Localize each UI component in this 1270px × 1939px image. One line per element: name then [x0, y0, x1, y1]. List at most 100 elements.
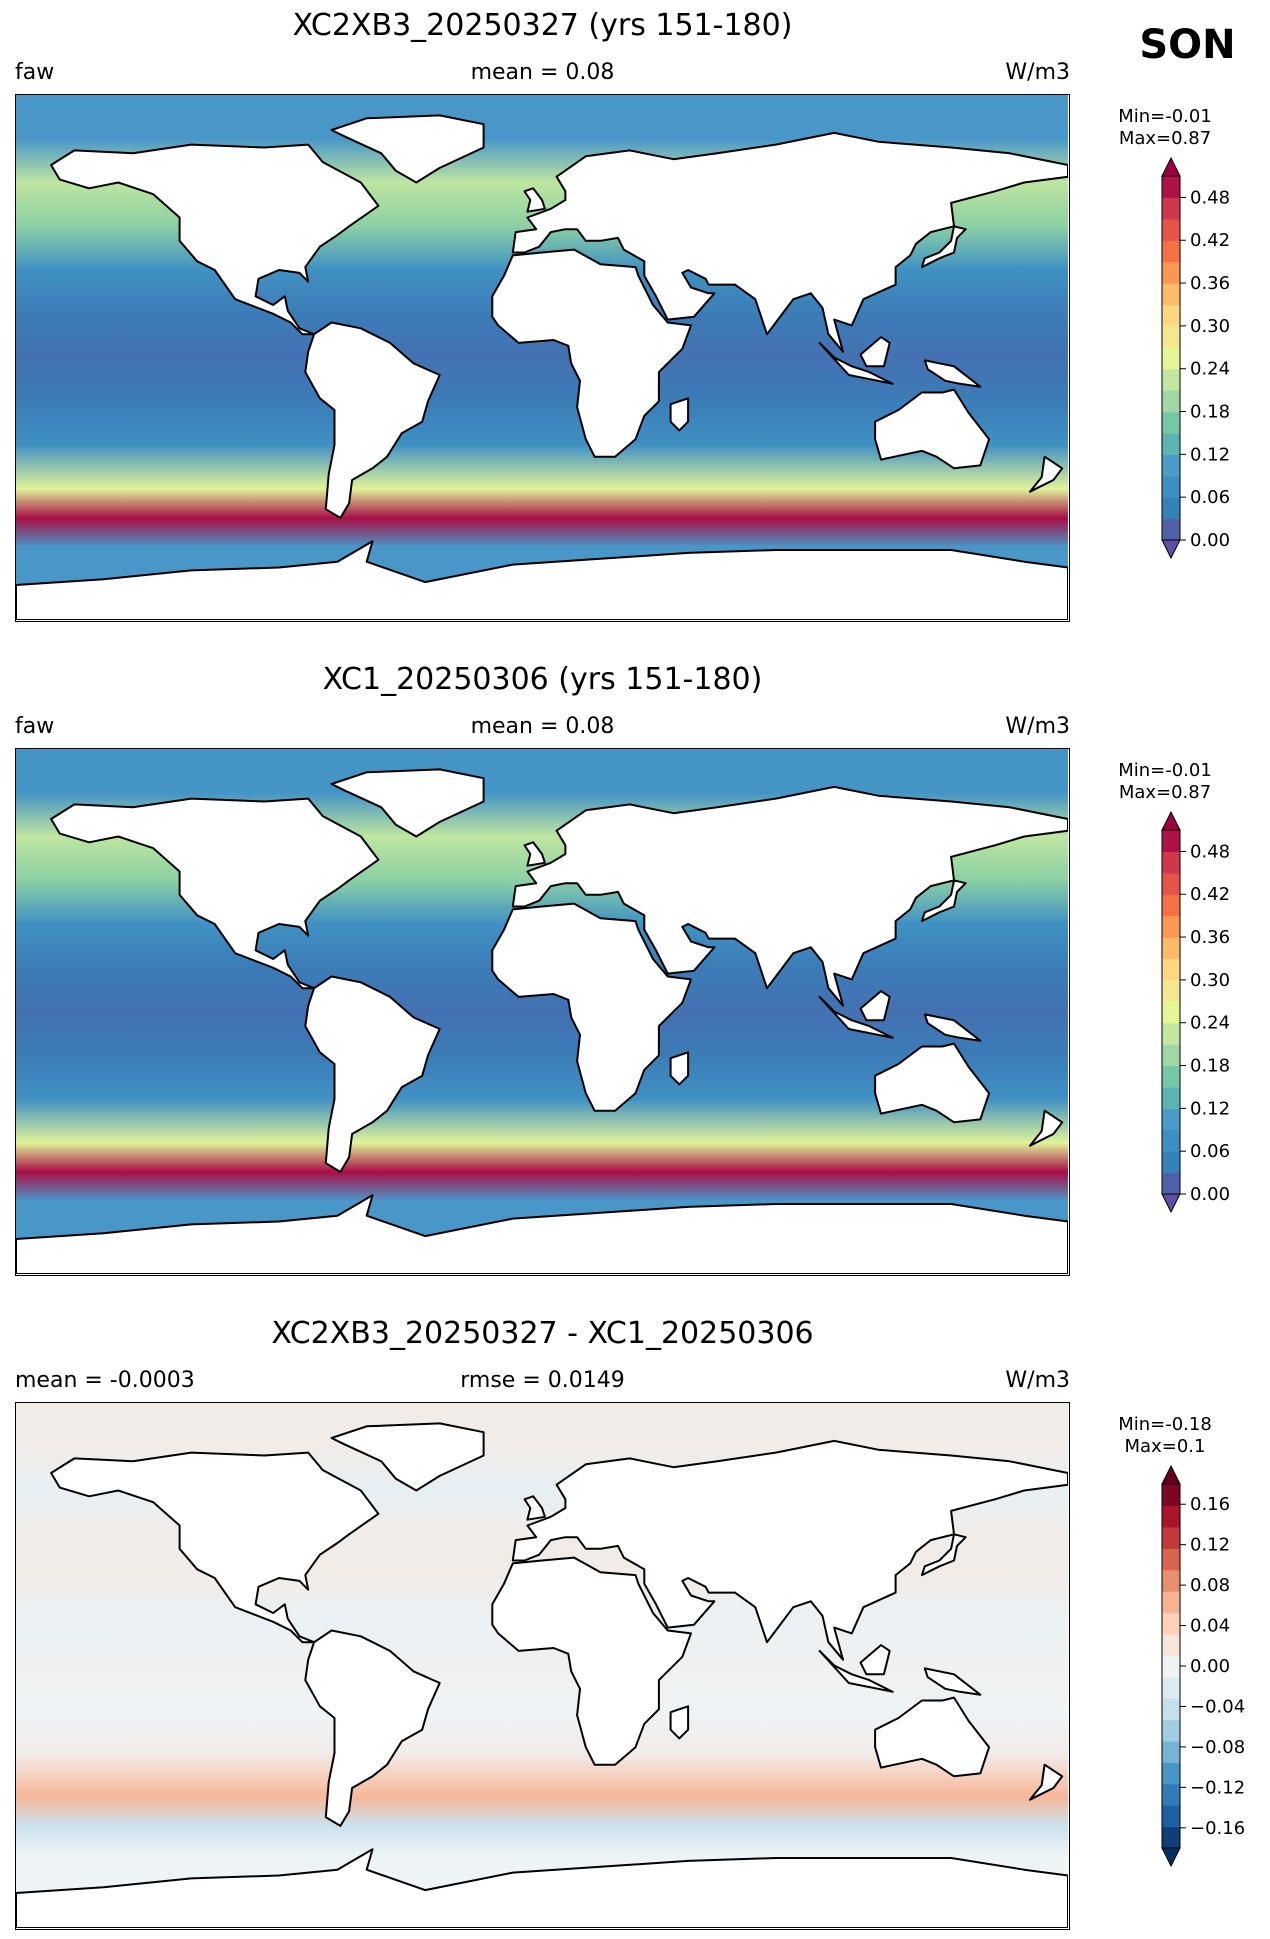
colorbar-segment-9 — [1162, 325, 1180, 348]
colorbar-segment-1 — [1162, 1151, 1180, 1174]
land-great-britain — [523, 841, 546, 867]
colorbar-segment-2 — [1162, 1129, 1180, 1152]
colorbar-tick-label-2: 0.12 — [1190, 444, 1230, 465]
land-south-america — [304, 975, 441, 1173]
colorbar-segment-8 — [1162, 1655, 1180, 1678]
land-greenland — [330, 768, 485, 838]
land-africa — [491, 1556, 692, 1766]
colorbar-segment-8 — [1162, 347, 1180, 370]
colorbar-segment-10 — [1162, 1612, 1180, 1635]
colorbar-segment-11 — [1162, 1591, 1180, 1614]
colorbar-tick-label-6: 0.08 — [1190, 1575, 1230, 1596]
colorbar-segment-16 — [1162, 1484, 1180, 1507]
panel-1-map — [15, 94, 1070, 622]
panel-1-minmax: Min=-0.01 Max=0.87 — [1095, 106, 1235, 150]
colorbar-segment-7 — [1162, 368, 1180, 391]
colorbar-segment-10 — [1162, 304, 1180, 327]
land-south-america — [304, 1629, 441, 1827]
land-new-guinea — [923, 359, 982, 388]
colorbar-tick-label-6: 0.36 — [1190, 273, 1230, 294]
panel-2-units-label: W/m3 — [1005, 714, 1070, 739]
land-borneo — [859, 990, 891, 1022]
land-north-america — [50, 797, 380, 990]
land-africa — [491, 248, 692, 458]
land-new-zealand — [1029, 1763, 1064, 1801]
land-antarctica — [16, 540, 1068, 620]
panel-2-map-svg — [16, 749, 1068, 1274]
land-madagascar — [669, 397, 690, 432]
colorbar-segment-16 — [1162, 176, 1180, 199]
colorbar-tick-label-6: 0.36 — [1190, 927, 1230, 948]
colorbar-segment-7 — [1162, 1676, 1180, 1699]
land-australia — [874, 1042, 991, 1124]
colorbar-segment-9 — [1162, 979, 1180, 1002]
colorbar-tick-label-8: 0.16 — [1190, 1494, 1230, 1515]
colorbar-tick-label-4: 0.24 — [1190, 1013, 1230, 1034]
colorbar-tick-label-2: −0.08 — [1190, 1737, 1245, 1758]
colorbar-tick-label-7: 0.42 — [1190, 884, 1230, 905]
colorbar-segment-4 — [1162, 1086, 1180, 1109]
panel-3-title: XC2XB3_20250327 - XC1_20250306 — [271, 1316, 814, 1351]
panel-2-mean-label: mean = 0.08 — [470, 714, 615, 739]
colorbar-segment-15 — [1162, 197, 1180, 220]
colorbar-segment-7 — [1162, 1022, 1180, 1045]
land-australia — [874, 388, 991, 470]
colorbar-segment-6 — [1162, 1698, 1180, 1721]
land-japan — [920, 225, 967, 269]
colorbar-frame — [1161, 829, 1181, 1195]
panel-2-variable-label: faw — [15, 714, 55, 739]
colorbar-segment-4 — [1162, 1740, 1180, 1763]
land-australia — [874, 1696, 991, 1778]
land-madagascar — [669, 1705, 690, 1740]
colorbar-tick-label-0: 0.00 — [1190, 1184, 1230, 1205]
panel-2-title: XC1_20250306 (yrs 151-180) — [322, 662, 763, 697]
panel-1-title: XC2XB3_20250327 (yrs 151-180) — [292, 8, 793, 43]
panel-3-minmax: Min=-0.18 Max=0.1 — [1095, 1414, 1235, 1458]
colorbar-tick-label-2: 0.12 — [1190, 1098, 1230, 1119]
land-new-guinea — [923, 1013, 982, 1042]
colorbar-segment-0 — [1162, 518, 1180, 541]
land-antarctica — [16, 1848, 1068, 1928]
colorbar-segment-13 — [1162, 1548, 1180, 1571]
land-south-america — [304, 321, 441, 519]
colorbar-segment-13 — [1162, 894, 1180, 917]
colorbar-segment-4 — [1162, 432, 1180, 455]
colorbar-segment-12 — [1162, 915, 1180, 938]
colorbar-segment-1 — [1162, 497, 1180, 520]
colorbar-tick-label-5: 0.30 — [1190, 316, 1230, 337]
colorbar-tick-label-0: 0.00 — [1190, 530, 1230, 551]
colorbar-segment-14 — [1162, 1526, 1180, 1549]
colorbar-tick-label-1: −0.12 — [1190, 1777, 1245, 1798]
colorbar-tick-label-3: 0.18 — [1190, 1056, 1230, 1077]
colorbar-tick-label-8: 0.48 — [1190, 187, 1230, 208]
colorbar-tick-label-1: 0.06 — [1190, 487, 1230, 508]
panel-1-colorbar-svg: 0.00 0.06 0.12 0.18 0.24 0.30 0.36 0.42 0.48 — [1161, 156, 1230, 560]
land-new-guinea — [923, 1667, 982, 1696]
colorbar-segment-3 — [1162, 1108, 1180, 1131]
panel-2-max-label: Max=0.87 — [1118, 782, 1212, 803]
colorbar-segment-0 — [1162, 1826, 1180, 1849]
land-north-america — [50, 143, 380, 336]
panel-2-colorbar: 0.00 0.06 0.12 0.18 0.24 0.30 0.36 0.42 0.48 — [1150, 810, 1270, 1216]
colorbar-segment-2 — [1162, 1783, 1180, 1806]
panel-3-rmse-label: rmse = 0.0149 — [460, 1368, 625, 1393]
colorbar-segment-2 — [1162, 475, 1180, 498]
colorbar-segment-6 — [1162, 1044, 1180, 1067]
colorbar-segment-5 — [1162, 1719, 1180, 1742]
colorbar-tick-label-3: −0.04 — [1190, 1696, 1245, 1717]
land-eurasia — [511, 1439, 1068, 1661]
panel-1-map-svg — [16, 95, 1068, 620]
colorbar-tick-label-1: 0.06 — [1190, 1141, 1230, 1162]
land-madagascar — [669, 1051, 690, 1086]
land-great-britain — [523, 1495, 546, 1521]
land-japan — [920, 879, 967, 923]
panel-2-colorbar-svg: 0.00 0.06 0.12 0.18 0.24 0.30 0.36 0.42 0.48 — [1161, 810, 1230, 1214]
colorbar-segment-15 — [1162, 851, 1180, 874]
land-antarctica — [16, 1194, 1068, 1274]
colorbar-extend-min — [1161, 1193, 1181, 1214]
colorbar-segment-5 — [1162, 1065, 1180, 1088]
colorbar-segment-6 — [1162, 390, 1180, 413]
panel-1-mean-label: mean = 0.08 — [470, 60, 615, 85]
colorbar-extend-max — [1161, 156, 1181, 177]
land-greenland — [330, 114, 485, 184]
